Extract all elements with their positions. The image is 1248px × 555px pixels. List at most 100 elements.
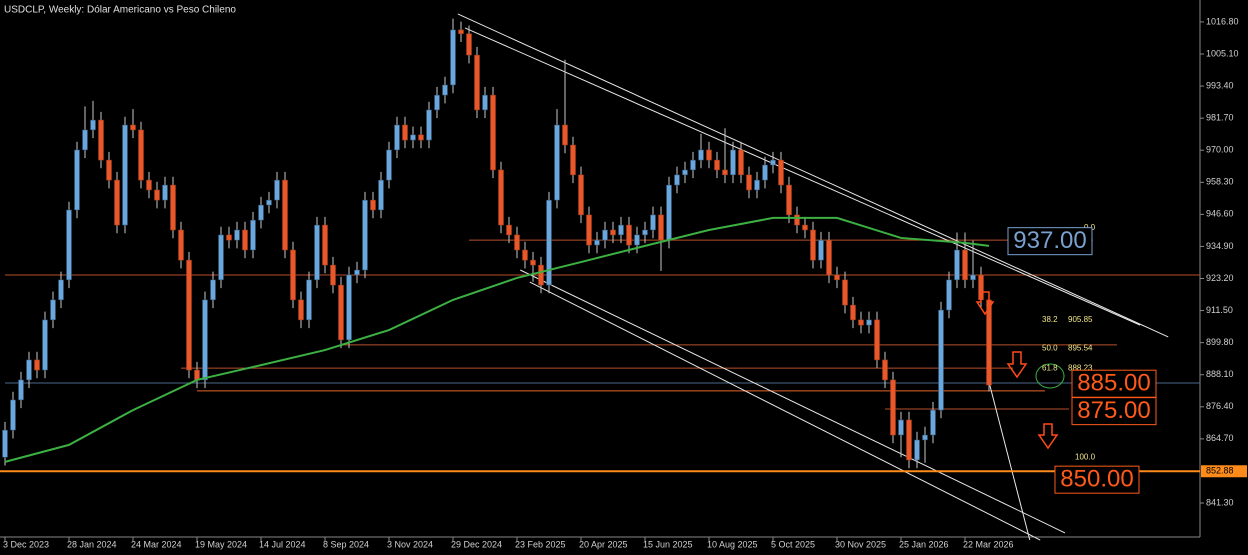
candle-body: [186, 259, 192, 371]
level-label: 850.00: [1060, 466, 1133, 493]
candle-body: [178, 229, 184, 261]
candle-body: [722, 169, 728, 176]
trend-line: [529, 281, 1041, 541]
x-tick-label: 8 Sep 2024: [323, 539, 369, 549]
last-price-box: [1201, 465, 1247, 478]
candle-body: [842, 279, 848, 306]
moving-average: [4, 216, 990, 463]
fib-level: 50.0: [1042, 343, 1058, 352]
candle-body: [610, 229, 616, 236]
candle-body: [58, 279, 64, 301]
candle-body: [362, 199, 368, 271]
x-tick-label: 5 Oct 2025: [771, 539, 815, 549]
plot-area: [0, 13, 1200, 541]
x-tick-label: 15 Jun 2025: [643, 539, 693, 549]
candle-body: [2, 429, 8, 458]
y-tick-label: 888.10: [1206, 369, 1234, 379]
level-label: 937.00: [1013, 227, 1086, 254]
candle-body: [450, 29, 456, 86]
x-tick-label: 30 Nov 2025: [835, 539, 886, 549]
candle-body: [402, 124, 408, 141]
y-tick-label: 876.40: [1206, 401, 1234, 411]
candle-body: [338, 284, 344, 341]
y-tick-label: 864.70: [1206, 433, 1234, 443]
fib-price: 895.54: [1068, 343, 1093, 352]
candle-body: [786, 184, 792, 216]
candle-body: [818, 239, 824, 261]
x-tick-label: 29 Dec 2024: [451, 539, 502, 549]
x-tick-label: 25 Jan 2026: [899, 539, 949, 549]
candle-body: [170, 184, 176, 231]
candle-body: [690, 159, 696, 171]
x-tick-label: 3 Dec 2023: [3, 539, 49, 549]
fib-price: 905.85: [1068, 315, 1093, 324]
candle-body: [858, 319, 864, 326]
candle-body: [826, 239, 832, 276]
candle-body: [586, 214, 592, 246]
candle-body: [210, 279, 216, 301]
trend-line: [989, 385, 1031, 541]
candle-body: [474, 54, 480, 111]
level-box: [1007, 227, 1093, 256]
candle-body: [74, 149, 80, 211]
x-tick-label: 10 Aug 2025: [707, 539, 758, 549]
candle-body: [490, 94, 496, 171]
candle-body: [554, 124, 560, 201]
trend-line: [464, 27, 1141, 326]
candle-body: [162, 184, 168, 201]
candle-body: [898, 419, 904, 436]
chart-title: USDCLP, Weekly: Dólar Americano vs Peso …: [4, 5, 236, 16]
candle-body: [378, 179, 384, 211]
candle-body: [194, 369, 200, 381]
candle-body: [282, 179, 288, 251]
candle-body: [570, 144, 576, 176]
candle-body: [682, 169, 688, 176]
candle-body: [498, 169, 504, 226]
candle-body: [90, 119, 96, 131]
candle-body: [466, 33, 472, 56]
candle-body: [154, 189, 160, 201]
candle-body: [602, 229, 608, 241]
level-box: [1054, 465, 1140, 494]
x-tick-label: 24 Mar 2024: [131, 539, 182, 549]
candle-body: [922, 434, 928, 441]
candle-body: [970, 274, 976, 281]
candle-body: [114, 179, 120, 226]
candle-body: [866, 319, 872, 326]
candle-body: [794, 214, 800, 226]
candle-body: [778, 159, 784, 186]
candle-body: [850, 304, 856, 321]
candle-body: [698, 149, 704, 161]
candle-body: [938, 309, 944, 411]
candle-body: [578, 174, 584, 216]
trend-line: [519, 269, 1066, 534]
candle-body: [122, 124, 128, 226]
level-box: [1071, 397, 1157, 426]
candle-body: [234, 229, 240, 241]
candle-body: [770, 159, 776, 166]
candle-body: [530, 259, 536, 266]
down-arrow: [975, 291, 995, 316]
y-tick-label: 1005.10: [1206, 48, 1239, 58]
candle-body: [762, 164, 768, 181]
candle-body: [10, 399, 16, 431]
candle-body: [986, 299, 992, 386]
candle-body: [522, 249, 528, 261]
candle-body: [626, 224, 632, 246]
candle-body: [394, 124, 400, 151]
candle-body: [50, 299, 56, 321]
candle-body: [314, 224, 320, 281]
candle-body: [562, 124, 568, 146]
candle-body: [146, 179, 152, 191]
candle-body: [226, 234, 232, 241]
candle-body: [746, 174, 752, 191]
fib-level: 61.8: [1042, 363, 1058, 372]
candle-body: [650, 214, 656, 231]
y-tick-label: 923.20: [1206, 273, 1234, 283]
down-arrow: [1037, 423, 1059, 450]
candle-body: [18, 379, 24, 401]
candle-body: [130, 124, 136, 131]
candle-body: [874, 319, 880, 361]
